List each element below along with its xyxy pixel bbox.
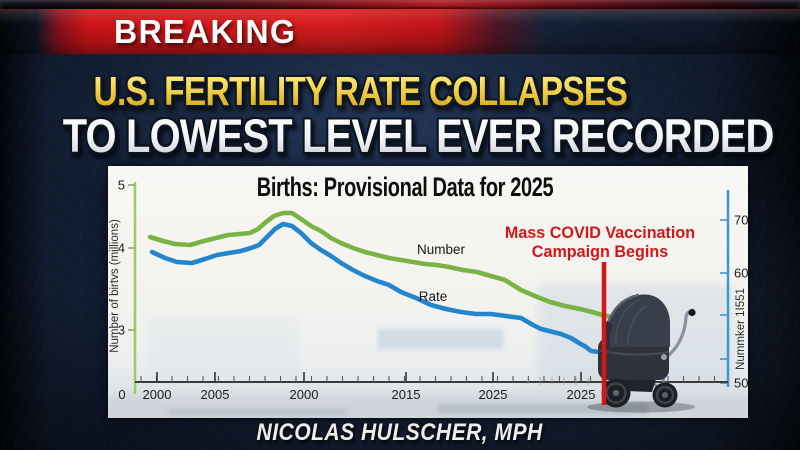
stroller-bassinet bbox=[598, 338, 669, 380]
x-tick-label: 2025 bbox=[479, 387, 508, 402]
right-axis-label: Nummker 1I551 bbox=[735, 288, 747, 370]
y-tick-label: 70 bbox=[734, 213, 748, 228]
x-tick-label: 2005 bbox=[201, 387, 230, 402]
y-tick-label: 5 bbox=[118, 178, 125, 193]
annotation: Mass COVID Vaccination bbox=[505, 223, 695, 242]
chart-haze bbox=[108, 284, 748, 418]
series-label-number: Number bbox=[417, 242, 466, 257]
series-line-number bbox=[147, 210, 623, 322]
top-red-strip bbox=[0, 0, 800, 9]
series-line-rate bbox=[149, 221, 608, 355]
stroller-canopy bbox=[604, 294, 670, 347]
x-tick-label: 2000 bbox=[290, 387, 319, 402]
y-tick-label: 60 bbox=[734, 266, 748, 281]
breaking-label: BREAKING bbox=[114, 13, 297, 50]
x-tick-label: 2015 bbox=[392, 387, 421, 402]
svg-text:Births: Provisional Data for 2: Births: Provisional Data for 2025 bbox=[257, 172, 554, 203]
y-tick-label: 50 bbox=[734, 376, 748, 391]
y-tick-label: 4 bbox=[118, 241, 125, 256]
headline-line1: U.S. FERTILITY RATE COLLAPSES bbox=[93, 68, 627, 114]
headline-line2: TO LOWEST LEVEL EVER RECORDED bbox=[62, 109, 775, 162]
origin-label: 0 bbox=[118, 387, 125, 402]
chart-title: Births: Provisional Data for 2025 bbox=[257, 172, 554, 203]
stroller-handle-grip bbox=[688, 308, 696, 317]
chart-panel: 5 4 3 0 70 60 50 2000 2005 2000 2015 2025 2025 Birth… bbox=[108, 166, 748, 418]
fence-posts bbox=[527, 377, 589, 385]
x-tick-label: 2000 bbox=[143, 387, 172, 402]
annotation-line1: Mass COVID Vaccination bbox=[505, 223, 695, 242]
y-tick-label: 3 bbox=[118, 323, 125, 338]
annotation-line2: Campaign Begins bbox=[532, 242, 668, 261]
x-tick-label: 2025 bbox=[567, 387, 596, 402]
left-axis-label: Number of birtvs (millions) bbox=[109, 219, 121, 353]
series-label-rate: Rate bbox=[419, 289, 448, 304]
stroller-image bbox=[587, 293, 696, 413]
chart-svg: 5 4 3 0 70 60 50 2000 2005 2000 2015 2025 2025 Birth… bbox=[108, 172, 748, 418]
author-caption: NICOLAS HULSCHER, MPH bbox=[256, 419, 544, 446]
breaking-banner: BREAKING bbox=[0, 9, 800, 54]
